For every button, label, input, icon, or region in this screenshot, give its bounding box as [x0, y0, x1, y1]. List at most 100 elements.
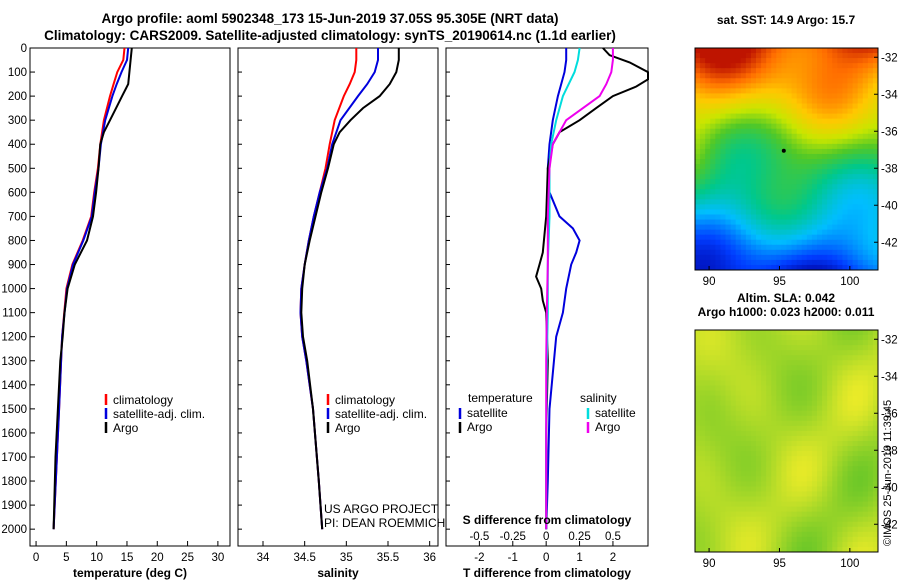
heatmap-cell	[695, 481, 701, 488]
heatmap-cell	[776, 239, 783, 246]
heatmap-cell	[720, 153, 727, 160]
heatmap-cell	[852, 199, 859, 206]
heatmap-cell	[771, 63, 777, 69]
heatmap-cell	[720, 118, 727, 125]
heatmap-cell	[766, 461, 772, 467]
heatmap-cell	[695, 511, 701, 518]
heatmap-cell	[847, 143, 854, 150]
heatmap-cell	[862, 461, 869, 467]
heatmap-cell	[740, 118, 747, 125]
heatmap-cell	[786, 345, 793, 351]
heatmap-cell	[806, 425, 813, 432]
heatmap-cell	[745, 153, 752, 160]
heatmap-cell	[832, 234, 838, 241]
heatmap-cell	[745, 239, 752, 246]
heatmap-cell	[832, 128, 838, 135]
heatmap-cell	[857, 456, 864, 462]
heatmap-cell	[750, 330, 757, 336]
heatmap-cell	[735, 531, 742, 538]
heatmap-cell	[862, 511, 869, 518]
heatmap-cell	[745, 138, 752, 145]
heatmap-cell	[786, 169, 793, 175]
heatmap-cell	[725, 521, 732, 528]
heatmap-cell	[705, 466, 711, 472]
heatmap-cell	[852, 395, 859, 402]
heatmap-cell	[705, 164, 711, 170]
heatmap-cell	[781, 239, 788, 246]
heatmap-cell	[710, 466, 716, 472]
heatmap-cell	[806, 143, 813, 150]
heatmap-cell	[715, 335, 722, 341]
heatmap-cell	[750, 249, 757, 256]
heatmap-cell	[867, 93, 874, 100]
heatmap-cell	[806, 345, 813, 351]
heatmap-cell	[862, 340, 869, 346]
heatmap-cell	[822, 435, 828, 442]
heatmap-cell	[822, 456, 828, 462]
map-y-tick-label: -38	[881, 445, 898, 457]
heatmap-cell	[750, 451, 757, 457]
heatmap-cell	[781, 98, 788, 105]
heatmap-cell	[781, 420, 788, 427]
sst-heatmap	[695, 48, 878, 270]
heatmap-cell	[872, 461, 878, 467]
heatmap-cell	[740, 400, 747, 407]
heatmap-cell	[735, 466, 742, 472]
heatmap-cell	[776, 123, 783, 130]
heatmap-cell	[735, 340, 742, 346]
heatmap-cell	[761, 501, 767, 508]
heatmap-cell	[735, 516, 742, 523]
heatmap-cell	[710, 58, 716, 64]
heatmap-cell	[837, 164, 844, 170]
heatmap-cell	[730, 365, 737, 371]
heatmap-cell	[791, 425, 798, 432]
heatmap-cell	[750, 546, 757, 552]
heatmap-cell	[867, 345, 874, 351]
heatmap-cell	[796, 148, 803, 155]
heatmap-cell	[817, 330, 823, 336]
heatmap-cell	[796, 375, 803, 382]
heatmap-cell	[771, 546, 777, 552]
heatmap-cell	[801, 98, 808, 105]
heatmap-cell	[756, 179, 762, 185]
heatmap-cell	[776, 430, 783, 437]
heatmap-cell	[720, 164, 727, 170]
heatmap-cell	[872, 370, 878, 377]
heatmap-cell	[832, 239, 838, 246]
heatmap-cell	[705, 159, 711, 165]
heatmap-cell	[771, 58, 777, 64]
heatmap-cell	[745, 441, 752, 447]
heatmap-cell	[842, 174, 849, 180]
heatmap-cell	[842, 541, 849, 548]
heatmap-cell	[872, 194, 878, 200]
heatmap-cell	[817, 88, 823, 95]
heatmap-cell	[847, 395, 854, 402]
heatmap-cell	[766, 73, 772, 79]
heatmap-cell	[791, 239, 798, 246]
heatmap-cell	[766, 53, 772, 59]
heatmap-cell	[837, 93, 844, 100]
heatmap-cell	[781, 159, 788, 165]
heatmap-cell	[852, 350, 859, 356]
heatmap-cell	[740, 68, 747, 74]
heatmap-cell	[801, 486, 808, 493]
heatmap-cell	[847, 405, 854, 412]
heatmap-cell	[730, 435, 737, 442]
heatmap-cell	[781, 88, 788, 95]
heatmap-cell	[832, 254, 838, 261]
heatmap-cell	[735, 264, 742, 270]
heatmap-cell	[817, 395, 823, 402]
heatmap-cell	[705, 254, 711, 261]
heatmap-cell	[786, 239, 793, 246]
heatmap-cell	[756, 345, 762, 351]
heatmap-cell	[806, 259, 813, 266]
heatmap-cell	[735, 199, 742, 206]
heatmap-cell	[766, 93, 772, 100]
heatmap-cell	[730, 415, 737, 422]
heatmap-cell	[852, 63, 859, 69]
heatmap-cell	[705, 430, 711, 437]
heatmap-cell	[822, 184, 828, 190]
heatmap-cell	[842, 491, 849, 498]
heatmap-cell	[715, 345, 722, 351]
heatmap-cell	[756, 435, 762, 442]
